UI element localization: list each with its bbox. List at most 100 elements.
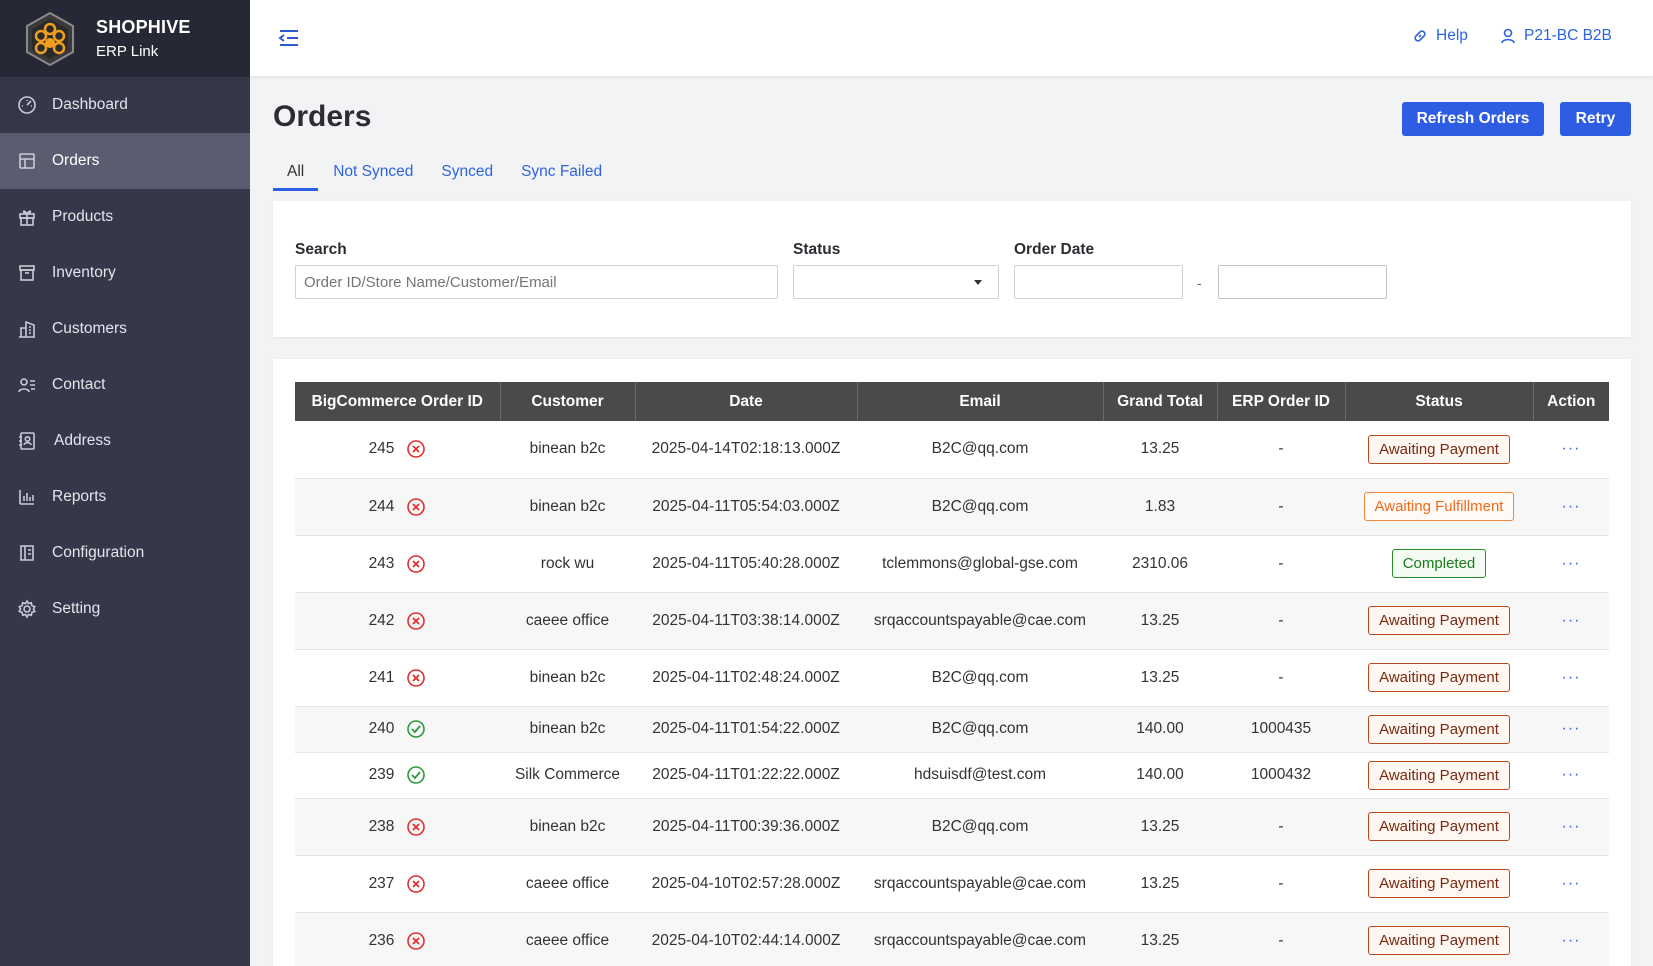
- more-actions-icon[interactable]: ···: [1561, 554, 1581, 572]
- customer-cell: caeee office: [500, 912, 635, 966]
- grand-total-cell: 140.00: [1103, 752, 1217, 799]
- order-id-cell: 240: [295, 706, 500, 753]
- sidebar-item-address[interactable]: Address: [0, 413, 250, 469]
- user-menu[interactable]: P21-BC B2B: [1500, 27, 1612, 45]
- order-id-cell: 238: [295, 798, 500, 856]
- customer-cell: binean b2c: [500, 478, 635, 536]
- customer-cell: binean b2c: [500, 649, 635, 707]
- customer-cell: rock wu: [500, 535, 635, 593]
- column-header[interactable]: Status: [1345, 382, 1534, 421]
- sidebar-item-label: Contact: [52, 376, 106, 393]
- table-row[interactable]: 237 caeee office 2025-04-10T02:57:28.000Z s…: [295, 855, 1609, 913]
- sidebar-item-setting[interactable]: Setting: [0, 581, 250, 637]
- table-row[interactable]: 241 binean b2c 2025-04-11T02:48:24.000Z B2C…: [295, 649, 1609, 707]
- erp-order-id-cell: -: [1217, 478, 1345, 536]
- status-badge: Awaiting Payment: [1368, 714, 1510, 744]
- status-label: Status: [793, 241, 841, 258]
- sidebar-item-orders[interactable]: Orders: [0, 133, 250, 189]
- column-header[interactable]: Date: [635, 382, 858, 421]
- filter-panel: Search Status Order Date -: [273, 201, 1631, 337]
- date-cell: 2025-04-10T02:44:14.000Z: [635, 912, 857, 966]
- table-row[interactable]: 240 binean b2c 2025-04-11T01:54:22.000Z B2C…: [295, 706, 1609, 753]
- column-header[interactable]: Action: [1533, 382, 1609, 421]
- sidebar-item-reports[interactable]: Reports: [0, 469, 250, 525]
- order-id: 243: [368, 554, 395, 572]
- sidebar-item-products[interactable]: Products: [0, 189, 250, 245]
- order-id-cell: 242: [295, 592, 500, 650]
- more-actions-icon[interactable]: ···: [1561, 440, 1581, 458]
- sidebar-nav: Dashboard Orders Products Inventory Cust…: [0, 77, 250, 637]
- order-id-cell: 239: [295, 752, 500, 799]
- more-actions-icon[interactable]: ···: [1561, 611, 1581, 629]
- more-actions-icon[interactable]: ···: [1561, 817, 1581, 835]
- sync-failed-icon: [407, 497, 426, 516]
- more-actions-icon[interactable]: ···: [1561, 931, 1581, 949]
- grand-total-cell: 13.25: [1103, 592, 1217, 650]
- status-cell: Awaiting Fulfillment: [1345, 478, 1533, 536]
- status-badge: Awaiting Payment: [1368, 606, 1510, 635]
- more-actions-icon[interactable]: ···: [1561, 874, 1581, 892]
- column-header[interactable]: BigCommerce Order ID: [295, 382, 501, 421]
- table-row[interactable]: 243 rock wu 2025-04-11T05:40:28.000Z tclemm…: [295, 535, 1609, 593]
- brand: SHOPHIVE ERP Link: [0, 0, 250, 77]
- orders-table-panel: BigCommerce Order ID Customer Date Email…: [273, 359, 1631, 966]
- table-row[interactable]: 236 caeee office 2025-04-10T02:44:14.000Z s…: [295, 912, 1609, 966]
- contact-icon: [16, 374, 38, 396]
- collapse-menu-icon[interactable]: [278, 28, 300, 48]
- sidebar-item-contact[interactable]: Contact: [0, 357, 250, 413]
- status-cell: Completed: [1345, 535, 1533, 593]
- status-badge: Awaiting Payment: [1368, 760, 1510, 790]
- order-id: 239: [368, 766, 395, 783]
- tab-all[interactable]: All: [273, 158, 319, 191]
- sidebar-item-customers[interactable]: Customers: [0, 301, 250, 357]
- more-actions-icon[interactable]: ···: [1561, 766, 1581, 783]
- more-actions-icon[interactable]: ···: [1561, 720, 1581, 737]
- table-row[interactable]: 239 Silk Commerce 2025-04-11T01:22:22.000Z…: [295, 752, 1609, 799]
- sync-failed-icon: [407, 440, 426, 459]
- help-link[interactable]: Help: [1412, 27, 1468, 45]
- status-badge: Completed: [1391, 549, 1487, 578]
- table-row[interactable]: 244 binean b2c 2025-04-11T05:54:03.000Z B2C…: [295, 478, 1609, 536]
- refresh-orders-button[interactable]: Refresh Orders: [1402, 102, 1544, 136]
- sync-failed-icon: [407, 668, 426, 687]
- table-row[interactable]: 238 binean b2c 2025-04-11T00:39:36.000Z B2C…: [295, 798, 1609, 856]
- more-actions-icon[interactable]: ···: [1561, 497, 1581, 515]
- more-actions-icon[interactable]: ···: [1561, 668, 1581, 686]
- sidebar-item-inventory[interactable]: Inventory: [0, 245, 250, 301]
- sidebar-item-dashboard[interactable]: Dashboard: [0, 77, 250, 133]
- status-cell: Awaiting Payment: [1345, 798, 1533, 856]
- customer-cell: binean b2c: [500, 798, 635, 856]
- tab-sync-failed[interactable]: Sync Failed: [521, 163, 603, 180]
- search-label: Search: [295, 241, 347, 258]
- customer-cell: caeee office: [500, 592, 635, 650]
- order-id-cell: 237: [295, 855, 500, 913]
- table-header-row: BigCommerce Order ID Customer Date Email…: [295, 382, 1609, 421]
- top-header: Help P21-BC B2B: [250, 0, 1653, 77]
- sidebar-item-label: Address: [54, 432, 111, 449]
- order-date-start-input[interactable]: [1014, 265, 1183, 299]
- brand-subtitle: ERP Link: [96, 43, 159, 60]
- gift-icon: [16, 206, 38, 228]
- column-header[interactable]: Grand Total: [1103, 382, 1218, 421]
- action-cell: ···: [1533, 592, 1609, 650]
- date-cell: 2025-04-11T03:38:14.000Z: [635, 592, 857, 650]
- column-header[interactable]: ERP Order ID: [1217, 382, 1346, 421]
- table-row[interactable]: 242 caeee office 2025-04-11T03:38:14.000Z s…: [295, 592, 1609, 650]
- table-row[interactable]: 245 binean b2c 2025-04-14T02:18:13.000Z B2C…: [295, 421, 1609, 479]
- column-header[interactable]: Email: [857, 382, 1104, 421]
- status-select[interactable]: [793, 265, 999, 299]
- erp-order-id-cell: -: [1217, 855, 1345, 913]
- dashboard-icon: [16, 94, 38, 116]
- status-cell: Awaiting Payment: [1345, 752, 1533, 799]
- tab-synced[interactable]: Synced: [441, 163, 494, 180]
- tab-not-synced[interactable]: Not Synced: [333, 163, 414, 180]
- column-header[interactable]: Customer: [500, 382, 636, 421]
- sidebar-item-configuration[interactable]: Configuration: [0, 525, 250, 581]
- search-input[interactable]: [295, 265, 778, 299]
- order-date-end-input[interactable]: [1218, 265, 1387, 299]
- sync-success-icon: [407, 766, 426, 784]
- caret-down-icon: [974, 280, 982, 285]
- retry-button[interactable]: Retry: [1560, 102, 1631, 136]
- order-id-cell: 244: [295, 478, 500, 536]
- config-icon: [16, 542, 38, 564]
